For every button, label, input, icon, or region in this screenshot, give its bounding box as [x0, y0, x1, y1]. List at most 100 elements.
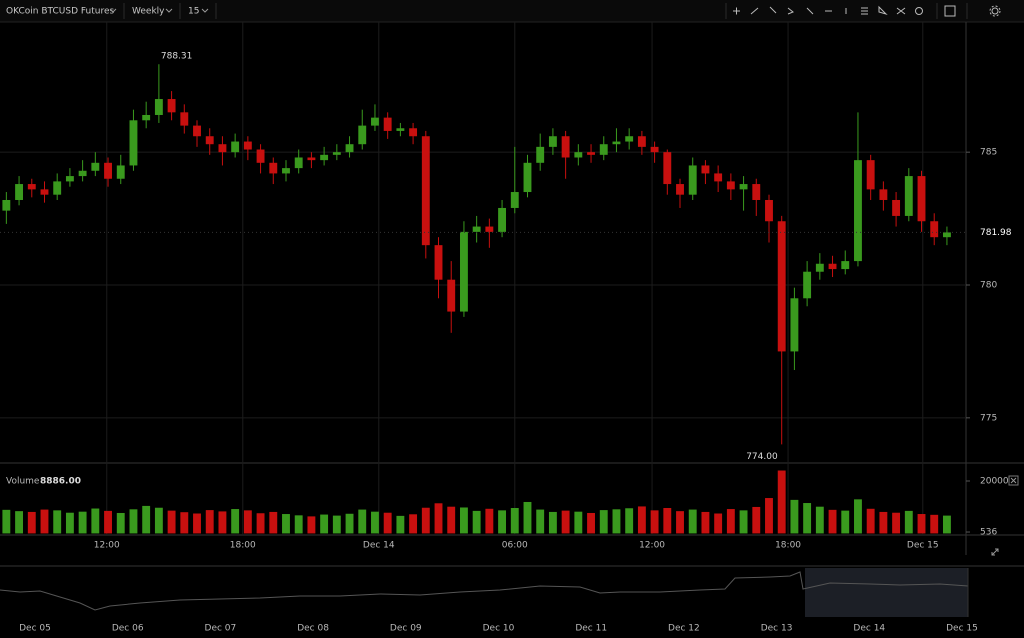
volume-bar [40, 509, 49, 534]
volume-bar [15, 511, 24, 534]
volume-bar [892, 512, 901, 534]
volume-bar [942, 515, 951, 534]
volume-bar [78, 511, 87, 534]
candle-body [765, 199, 773, 222]
candle-body [2, 199, 11, 211]
navigator-date-label: Dec 05 [19, 624, 51, 634]
volume-tick-label: 536 [980, 528, 997, 538]
candle-body [599, 144, 608, 155]
candle-body [345, 144, 354, 153]
candle-body [269, 162, 278, 174]
volume-bar [854, 499, 862, 534]
candle-body [739, 184, 748, 190]
candle-body [307, 157, 316, 161]
candle-body [574, 152, 583, 158]
symbol-selector[interactable]: OKCoin BTCUSD Futures [6, 7, 115, 17]
dropdown-arrow [165, 8, 173, 13]
candle-body [548, 136, 557, 147]
interval-selector[interactable]: 15 [188, 7, 199, 17]
candle-body [294, 157, 303, 169]
volume-bar [765, 498, 773, 534]
navigator-date-label: Dec 11 [575, 624, 607, 634]
candle-body [917, 176, 926, 222]
navigator-date-label: Dec 15 [946, 624, 978, 634]
volume-bar [548, 511, 557, 534]
volume-title: Volume [6, 477, 40, 487]
candle-body [879, 189, 888, 200]
navigator-window[interactable] [805, 568, 968, 617]
navigator-date-label: Dec 14 [853, 624, 885, 634]
volume-bar [498, 510, 507, 534]
candle-body [65, 176, 74, 182]
volume-bar [294, 515, 303, 534]
drawing-tools[interactable] [733, 5, 1001, 17]
volume-bar [701, 511, 710, 534]
volume-bar [2, 509, 11, 534]
volume-bar [320, 514, 329, 534]
volume-bar [231, 509, 240, 534]
candle-body [637, 136, 646, 147]
candle-body [282, 168, 290, 174]
candle-body [790, 298, 799, 352]
maximize-button[interactable] [991, 548, 999, 556]
volume-bar [815, 506, 824, 534]
candle-body [561, 136, 570, 158]
navigator-date-label: Dec 12 [668, 624, 700, 634]
time-tick-label: 12:00 [639, 541, 665, 551]
candle-body [866, 160, 875, 190]
candle-body [231, 141, 240, 153]
navigator[interactable] [0, 568, 969, 617]
candle-body [904, 176, 913, 216]
volume-bar [472, 510, 481, 534]
volume-bar [523, 501, 532, 534]
candle-body [409, 128, 418, 137]
volume-bar [53, 510, 62, 534]
volume-bar [485, 508, 494, 534]
volume-bar [625, 508, 634, 534]
volume-bar [218, 511, 227, 534]
volume-bar [180, 512, 189, 534]
candle-body [256, 149, 265, 163]
grid [0, 22, 966, 535]
volume-bar [409, 514, 418, 534]
candle-body [459, 231, 468, 312]
candle-body [625, 136, 634, 142]
time-tick-label: 12:00 [94, 541, 120, 551]
volume-bar [930, 514, 939, 534]
volume-bar [536, 509, 545, 534]
volume-bar [828, 509, 837, 534]
volume-bar [587, 512, 595, 534]
candle-body [714, 173, 723, 182]
toolbar: OKCoin BTCUSD Futures Weekly 15 [0, 0, 1024, 23]
volume-bar [447, 506, 456, 534]
candle-body [701, 165, 710, 174]
volume-bar [383, 512, 392, 534]
volume-bar [599, 510, 608, 534]
volume-bar [714, 513, 723, 534]
candle-body [854, 160, 862, 262]
price-tick-label: 785 [980, 148, 997, 158]
volume-bar [371, 511, 379, 534]
high-annotation: 788.31 [161, 52, 193, 62]
volume-bar [879, 511, 888, 534]
last-price-tag: 781.98 [980, 228, 1012, 238]
candle-body [536, 146, 545, 163]
range-selector[interactable]: Weekly [132, 7, 165, 17]
candle-body [663, 152, 672, 185]
volume-bar [561, 510, 570, 534]
candle-body [180, 112, 189, 126]
toolbar-bg [0, 0, 1024, 22]
candle-body [371, 117, 379, 126]
volume-bar [510, 508, 519, 534]
candle-body [815, 263, 824, 272]
volume-bar [803, 503, 812, 534]
volume-bar [282, 514, 290, 534]
volume-bar [116, 512, 125, 534]
candle-body [841, 261, 850, 270]
last-price-tag-bg [968, 225, 1024, 240]
candle-body [447, 279, 456, 312]
volume-bar [917, 514, 926, 534]
close-pane-button[interactable] [1008, 475, 1019, 486]
price-tick-label: 775 [980, 413, 997, 423]
